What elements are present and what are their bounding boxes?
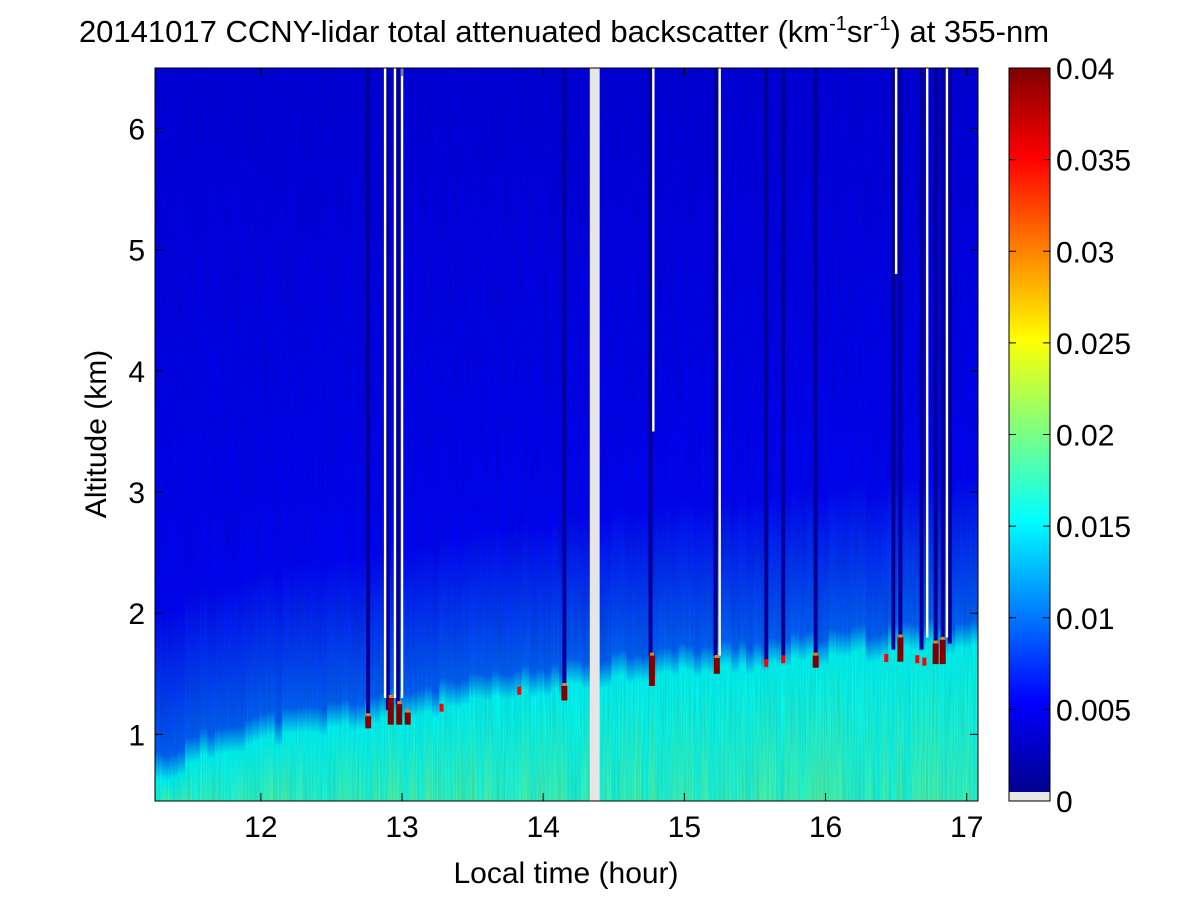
x-tick-label: 15 <box>668 811 701 844</box>
x-tick-label: 13 <box>385 811 418 844</box>
colorbar-tick-label: 0.005 <box>1056 694 1131 727</box>
attenuated-column <box>948 68 952 644</box>
attenuated-column <box>713 68 717 656</box>
cloud-return <box>933 644 939 665</box>
colorbar-tick-label: 0.03 <box>1056 236 1114 269</box>
attenuated-column <box>920 68 924 650</box>
cloud-return <box>940 640 946 664</box>
x-tick-label: 12 <box>244 811 277 844</box>
noise-column <box>652 68 654 431</box>
attenuated-column <box>366 68 370 716</box>
x-tick-label: 14 <box>527 811 560 844</box>
title-main: 20141017 CCNY-lidar total attenuated bac… <box>79 14 829 49</box>
cloud-return-edge <box>650 653 654 656</box>
cloud-return-edge <box>715 655 719 658</box>
y-tick-label: 2 <box>128 598 145 631</box>
y-tick-label: 4 <box>128 356 145 389</box>
title-superscript-1: -1 <box>829 13 847 35</box>
colorbar-tick-label: 0.01 <box>1056 603 1114 636</box>
cloud-patch <box>922 658 926 666</box>
colorbar-tick-label: 0 <box>1056 786 1073 819</box>
cloud-return-edge <box>934 641 938 644</box>
noise-column <box>926 68 928 637</box>
attenuated-column <box>898 68 902 637</box>
cloud-return <box>396 704 402 725</box>
cloud-return <box>649 656 655 686</box>
colorbar-below-range-swatch <box>1009 792 1050 801</box>
noise-column <box>401 68 403 698</box>
cloud-return-edge <box>406 710 410 713</box>
cloud-return <box>388 698 394 725</box>
data-gap <box>590 68 600 801</box>
title-mid: sr <box>847 14 873 49</box>
x-tick-label: 17 <box>950 811 983 844</box>
noise-column <box>895 68 897 274</box>
cloud-return-edge <box>397 701 401 704</box>
y-axis-label: Altitude (km) <box>80 350 113 518</box>
colorbar-gradient <box>1009 68 1050 792</box>
noise-column <box>394 68 396 698</box>
cloud-return-edge <box>389 695 393 698</box>
cloud-patch <box>764 659 768 667</box>
colorbar-tick-label: 0.04 <box>1056 53 1114 86</box>
y-tick-label: 1 <box>128 719 145 752</box>
cloud-patch <box>781 655 785 663</box>
attenuated-column <box>764 68 768 662</box>
attenuated-column <box>781 68 785 656</box>
x-axis-label: Local time (hour) <box>453 857 678 890</box>
plot-area <box>155 68 979 801</box>
noise-column <box>718 68 720 656</box>
y-tick-label: 3 <box>128 477 145 510</box>
cloud-return <box>813 656 819 668</box>
cloud-return-edge <box>366 713 370 716</box>
noise-column <box>384 68 386 698</box>
attenuated-column <box>396 68 400 704</box>
title-end: ) at 355-nm <box>891 14 1050 49</box>
title-superscript-2: -1 <box>873 13 891 35</box>
cloud-return-edge <box>941 637 945 640</box>
attenuated-column <box>648 68 652 656</box>
cloud-return-edge <box>898 634 902 637</box>
colorbar-tick-label: 0.035 <box>1056 145 1131 178</box>
colorbar-tick-label: 0.025 <box>1056 328 1131 361</box>
chart-title: 20141017 CCNY-lidar total attenuated bac… <box>79 13 1049 49</box>
cloud-return-edge <box>562 683 566 686</box>
cloud-patch <box>517 687 521 695</box>
attenuated-column <box>934 68 938 644</box>
colorbar-tick-label: 0.015 <box>1056 511 1131 544</box>
cloud-patch <box>884 654 888 662</box>
cloud-return-edge <box>814 653 818 656</box>
cloud-return <box>714 658 720 674</box>
attenuated-column <box>562 68 566 686</box>
cloud-return <box>561 686 567 701</box>
y-tick-label: 5 <box>128 235 145 268</box>
cloud-return <box>405 713 411 725</box>
cloud-return <box>365 716 371 728</box>
noise-column <box>946 68 948 637</box>
cloud-return <box>897 637 903 661</box>
cloud-patch <box>440 704 444 712</box>
x-tick-label: 16 <box>809 811 842 844</box>
attenuated-column <box>941 68 945 644</box>
attenuated-column <box>814 68 818 656</box>
cloud-patch <box>915 655 919 663</box>
colorbar-tick-label: 0.02 <box>1056 420 1114 453</box>
attenuated-column <box>891 68 895 650</box>
colorbar: 0 0.005 0.01 0.015 0.02 0.025 0.03 0.035 0.04 <box>1009 53 1131 819</box>
y-tick-label: 6 <box>128 114 145 147</box>
attenuated-column <box>386 68 390 710</box>
